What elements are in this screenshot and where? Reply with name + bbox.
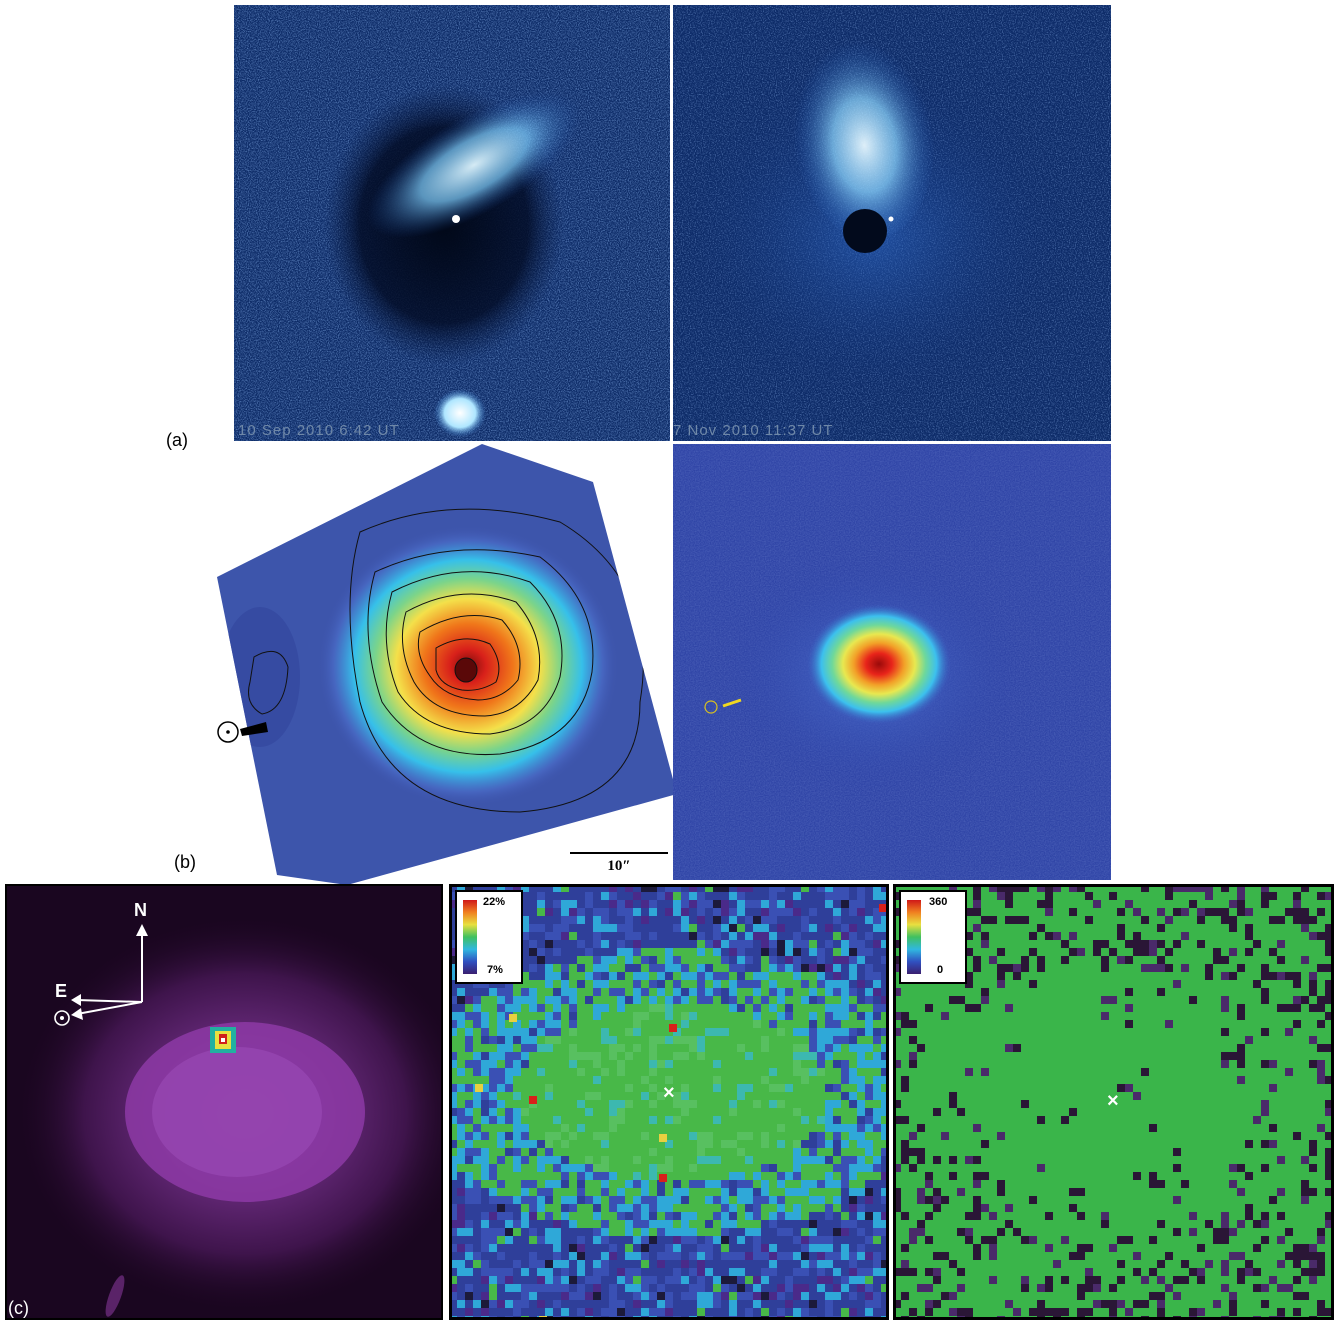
frame-c-middle	[449, 884, 889, 1320]
image-b-right	[673, 444, 1111, 880]
sun-direction-icon	[704, 698, 742, 714]
coma-fan	[367, 92, 581, 238]
compass-north-label: N	[134, 900, 147, 920]
contour-map	[200, 442, 680, 887]
colorbar-min: 0	[937, 964, 944, 976]
coma-fan	[792, 30, 934, 240]
center-marker: ×	[663, 1082, 675, 1104]
image-c-angle: 360 0 ×	[893, 884, 1334, 1320]
colorbar-angle: 360 0	[899, 890, 967, 984]
nucleus-core	[210, 1027, 236, 1053]
timestamp: 7 Nov 2010 11:37 UT	[673, 422, 834, 439]
panel-label-a: (a)	[166, 430, 188, 450]
background-star	[434, 389, 486, 437]
colorbar-min: 7%	[487, 964, 503, 976]
coma-core	[807, 604, 951, 724]
colorbar-max: 360	[929, 896, 948, 908]
frame-c-left	[5, 884, 443, 1320]
occulted-nucleus	[843, 209, 887, 253]
timestamp: 10 Sep 2010 6:42 UT	[238, 422, 400, 439]
nucleus	[452, 215, 460, 223]
scale-bar: 10″	[570, 852, 668, 875]
center-marker: ×	[1107, 1090, 1119, 1112]
panel-label-b: (b)	[174, 852, 196, 872]
colorbar-max: 22%	[483, 896, 506, 908]
image-a-left: 10 Sep 2010 6:42 UT	[234, 5, 670, 441]
compass-icon	[54, 924, 148, 1026]
frame-c-right	[893, 884, 1334, 1320]
sun-direction-icon	[217, 721, 268, 743]
colorbar-percent: 22% 7%	[455, 890, 523, 984]
compass-east-label: E	[55, 981, 68, 1001]
image-a-right: 7 Nov 2010 11:37 UT	[673, 5, 1111, 441]
panel-label-c: (c)	[8, 1298, 29, 1318]
image-c-intensity: N E	[5, 884, 443, 1320]
